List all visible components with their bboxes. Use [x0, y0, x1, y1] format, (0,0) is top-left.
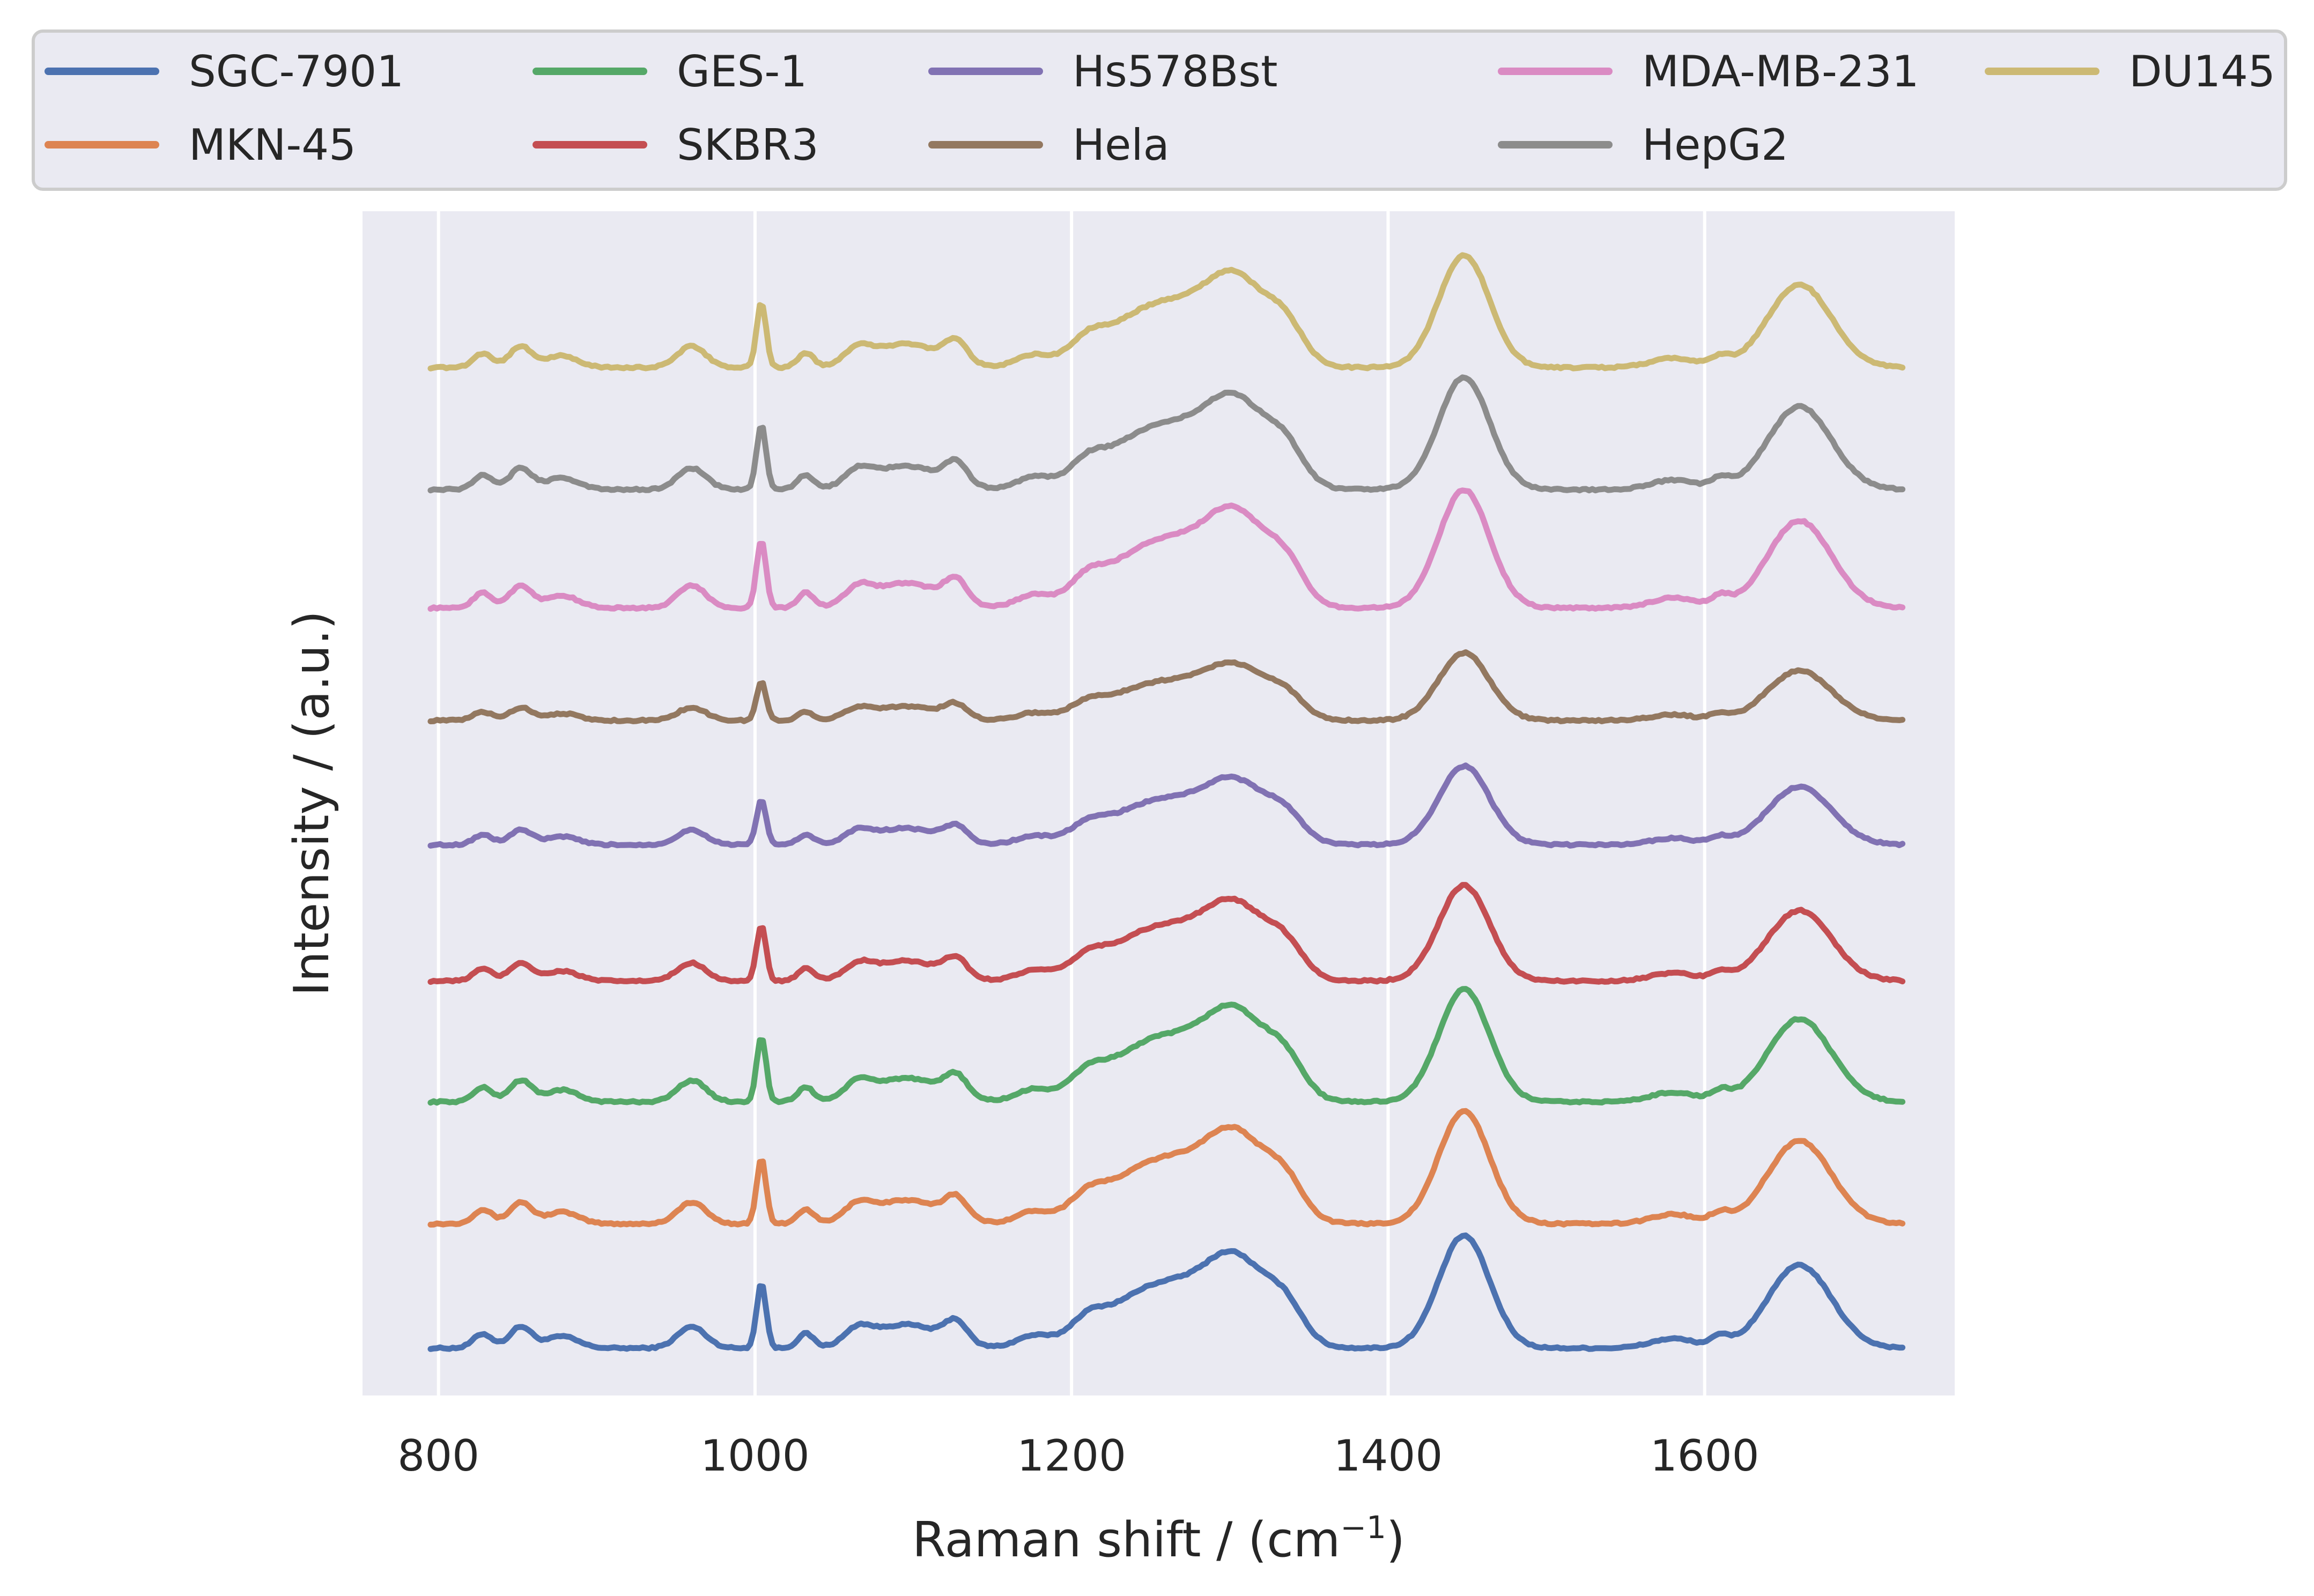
x-tick-label: 1000 [700, 1431, 810, 1481]
legend-label: Hela [1073, 120, 1170, 170]
legend-label: SKBR3 [677, 120, 819, 170]
series-line-hs578bst [427, 762, 1906, 849]
y-axis-label: Intensity / (a.u.) [284, 611, 340, 996]
series-line-hepg2 [427, 374, 1906, 494]
legend-label: GES-1 [677, 47, 807, 96]
x-tick-label: 800 [397, 1431, 479, 1481]
series-line-hela [427, 649, 1906, 724]
legend: SGC-7901 MKN-45 GES-1 SKBR3 Hs578Bst Hela MDA-… [32, 29, 2287, 191]
series-line-du145 [427, 252, 1906, 372]
legend-label: DU145 [2129, 47, 2275, 96]
plot-background [363, 211, 1955, 1395]
x-axis-label-superscript: −1 [1340, 1509, 1386, 1546]
series-line-sgc-7901 [427, 1232, 1906, 1352]
series-line-ges-1 [427, 986, 1906, 1106]
legend-label: SGC-7901 [189, 47, 404, 96]
legend-label: MDA-MB-231 [1642, 47, 1919, 96]
series-line-mkn-45 [427, 1108, 1906, 1228]
series-line-mda-mb-231 [427, 487, 1906, 612]
x-tick-label: 1200 [1017, 1431, 1126, 1481]
x-tick-label: 1400 [1334, 1431, 1443, 1481]
series-line-skbr3 [427, 882, 1906, 985]
x-tick-label: 1600 [1650, 1431, 1759, 1481]
legend-label: HepG2 [1642, 120, 1788, 170]
x-axis-label: Raman shift / (cm−1) [912, 1509, 1405, 1568]
legend-label: MKN-45 [189, 120, 356, 170]
x-tick-labels: 800 1000 1200 1400 1600 [397, 1431, 1759, 1481]
legend-label: Hs578Bst [1073, 47, 1277, 96]
series-layer [427, 252, 1906, 1352]
